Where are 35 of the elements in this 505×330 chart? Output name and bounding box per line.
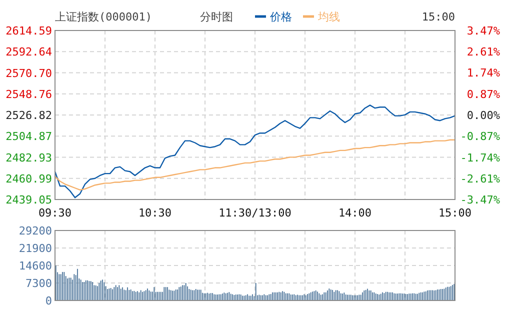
chart-subtitle: 分时图 <box>200 10 233 24</box>
y-tick-label: 2548.76 <box>6 88 52 101</box>
y-tick-label: 2439.05 <box>6 194 52 206</box>
y-tick-label: 2614.59 <box>6 24 52 38</box>
y2-tick-label: -0.87% <box>460 130 500 144</box>
chart-title: 上证指数(000001) <box>55 10 152 24</box>
y-tick-label: 29200 <box>18 224 52 238</box>
y-tick-label: 2592.64 <box>6 46 52 59</box>
y-tick-label: 2526.82 <box>6 109 52 122</box>
y-tick-label: 2504.87 <box>6 130 52 144</box>
y-tick-label: 2460.99 <box>6 172 52 186</box>
legend-label: 价格 <box>269 10 292 24</box>
y2-tick-label: -1.74% <box>460 151 500 164</box>
y2-tick-label: -2.61% <box>460 172 500 186</box>
y2-tick-label: 2.61% <box>466 45 500 58</box>
y2-tick-label: 3.47% <box>466 24 500 38</box>
y-tick-label: 14600 <box>18 260 52 272</box>
x-tick-label: 14:00 <box>338 206 372 220</box>
x-tick-label: 11:30/13:00 <box>218 206 292 220</box>
y-tick-label: 2570.70 <box>6 66 52 80</box>
y-tick-label: 7300 <box>26 277 52 290</box>
y2-tick-label: -3.47% <box>460 194 500 206</box>
y-tick-label: 21900 <box>18 242 52 255</box>
y2-tick-label: 0.87% <box>466 88 500 101</box>
x-tick-label: 10:30 <box>138 206 172 220</box>
y2-tick-label: 0.00% <box>466 109 500 122</box>
legend-价格: 价格 <box>255 10 292 24</box>
x-tick-label: 15:00 <box>438 206 472 220</box>
text: 15:00 <box>422 10 455 24</box>
x-tick-label: 09:30 <box>38 206 72 220</box>
y-tick-label: 2482.93 <box>6 151 52 164</box>
y2-tick-label: 1.74% <box>466 66 500 80</box>
legend-均线: 均线 <box>303 10 340 24</box>
y-tick-label: 0 <box>45 294 52 308</box>
legend-label: 均线 <box>317 10 340 24</box>
